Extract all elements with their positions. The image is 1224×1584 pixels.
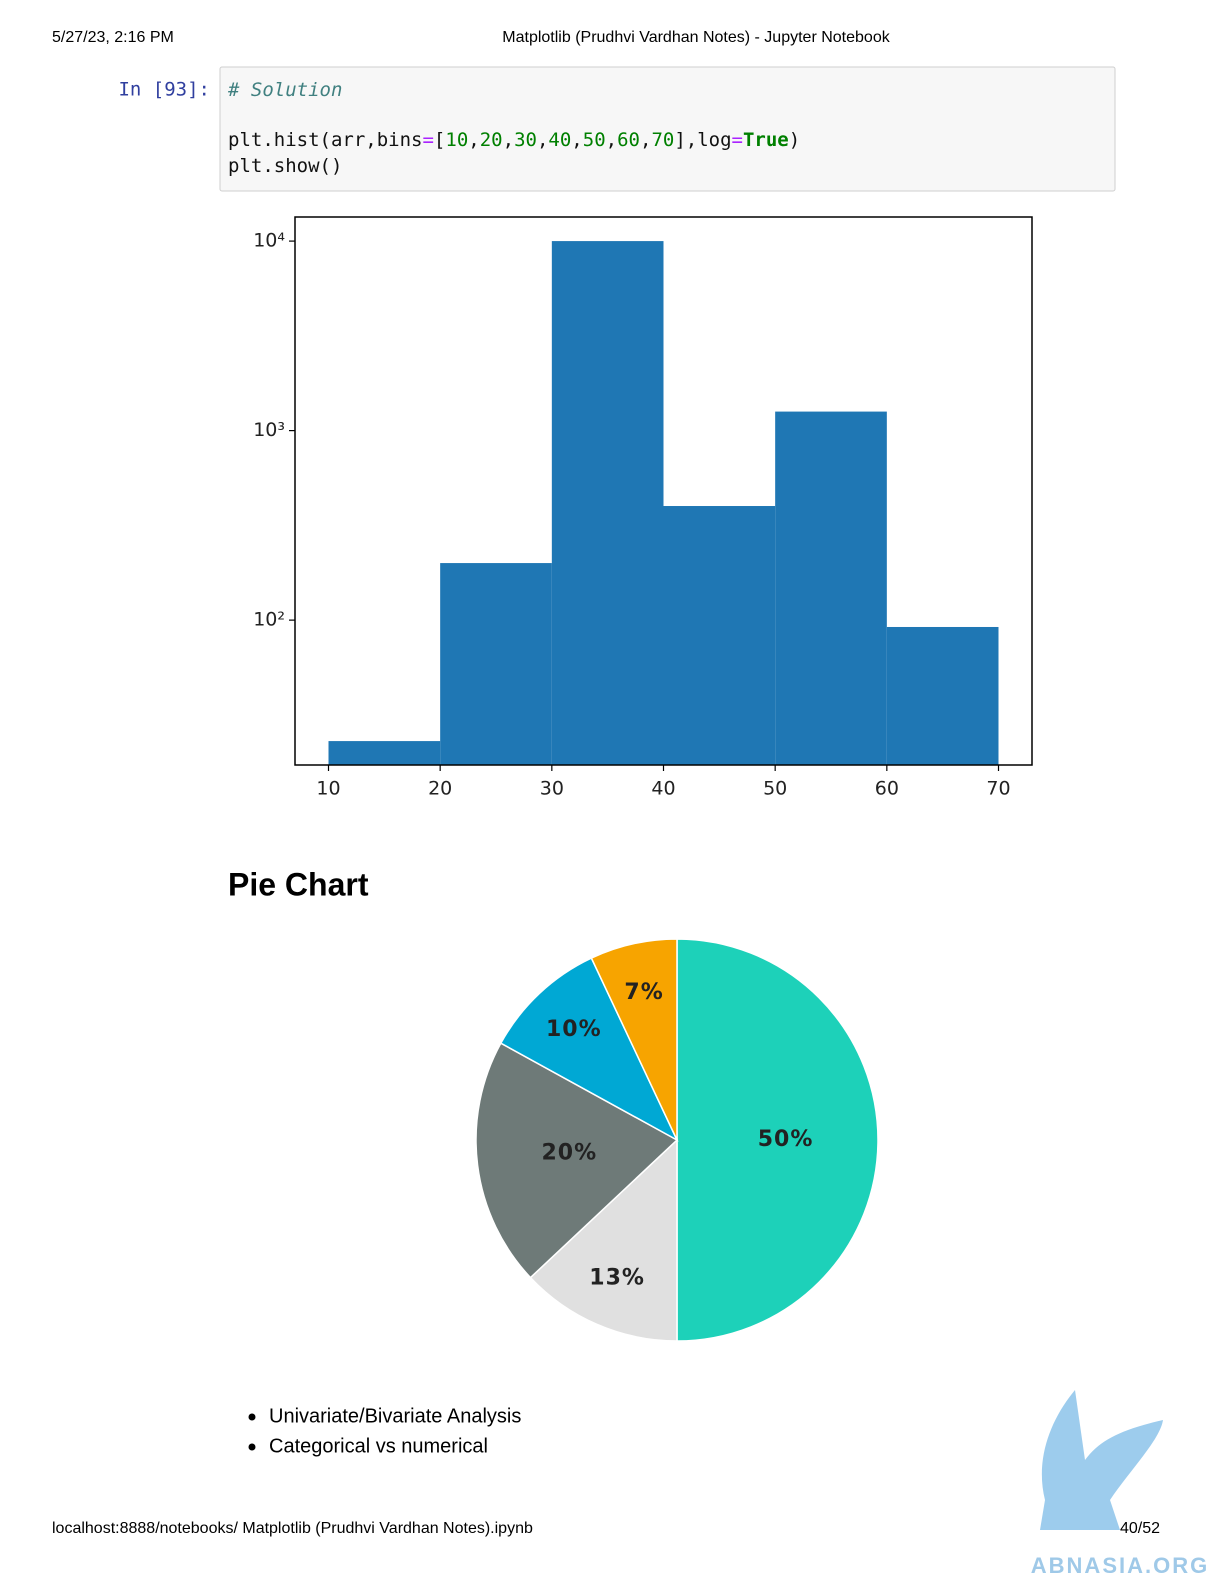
hist-bar [663,506,776,765]
x-tick-label: 50 [763,778,787,800]
hist-bar [328,741,441,765]
code-token: , [606,129,617,151]
code-token: ],log [674,129,731,151]
hist-bar [775,411,887,765]
x-tick-label: 60 [875,778,899,800]
code-token: 50 [583,129,606,151]
pie-label: 50% [758,1127,814,1152]
hist-bar [551,241,664,766]
x-tick-label: 20 [428,778,452,800]
code-token: plt.hist(arr,bins [228,129,422,151]
pie-slice [590,938,678,1141]
code-token: # Solution [227,79,342,101]
pie-slice [676,938,879,1342]
code-token: 10 [445,129,468,151]
code-token: , [640,129,651,151]
x-tick-label: 40 [651,778,675,800]
cell-prompt: In [93]: [118,79,210,101]
hist-bar [440,563,552,765]
watermark: ABNASIA.ORG [1031,1553,1209,1578]
bullet-text: Univariate/Bivariate Analysis [269,1405,521,1427]
code-token: 60 [617,129,640,151]
heading: Pie Chart [228,866,369,902]
pie-label: 13% [589,1265,645,1290]
x-tick-label: 10 [316,778,340,800]
code-token: 70 [651,129,674,151]
code-token: plt.show() [228,155,342,177]
pie-label: 20% [541,1141,597,1166]
code-token: [ [434,129,445,151]
code-token: , [537,129,548,151]
code-token: = [732,129,743,151]
footer-url: localhost:8888/notebooks/ Matplotlib (Pr… [52,1520,533,1537]
hist-bar [886,626,999,765]
code-token: 40 [548,129,571,151]
watermark-logo [1040,1390,1163,1530]
pie-label: 7% [624,980,663,1005]
code-token: True [743,129,789,151]
y-tick-label: 10⁴ [253,230,285,252]
code-token: ) [789,129,800,151]
bullet-dot [248,1443,256,1451]
code-line: plt.hist(arr,bins=[10,20,30,40,50,60,70]… [228,129,800,151]
code-token: 30 [514,129,537,151]
pie-slice [499,957,679,1142]
code-cell [219,66,1116,192]
code-token: , [571,129,582,151]
code-token: 20 [480,129,503,151]
bullet-text: Categorical vs numerical [269,1435,488,1457]
print-date: 5/27/23, 2:16 PM [52,29,174,46]
y-tick-label: 10³ [253,419,285,441]
code-line: plt.show() [228,155,342,177]
y-tick-label: 10² [253,609,285,631]
x-tick-label: 70 [986,778,1010,800]
code-token: = [422,129,433,151]
pie-slice [475,1042,679,1279]
bullet-dot [248,1413,256,1421]
code-token: , [468,129,479,151]
pie-label: 10% [546,1017,602,1042]
code-line: # Solution [227,79,342,101]
pie-slice [529,1138,678,1342]
page-number: 40/52 [1120,1520,1160,1537]
code-token: , [503,129,514,151]
x-tick-label: 30 [540,778,564,800]
page-title: Matplotlib (Prudhvi Vardhan Notes) - Jup… [502,29,890,46]
